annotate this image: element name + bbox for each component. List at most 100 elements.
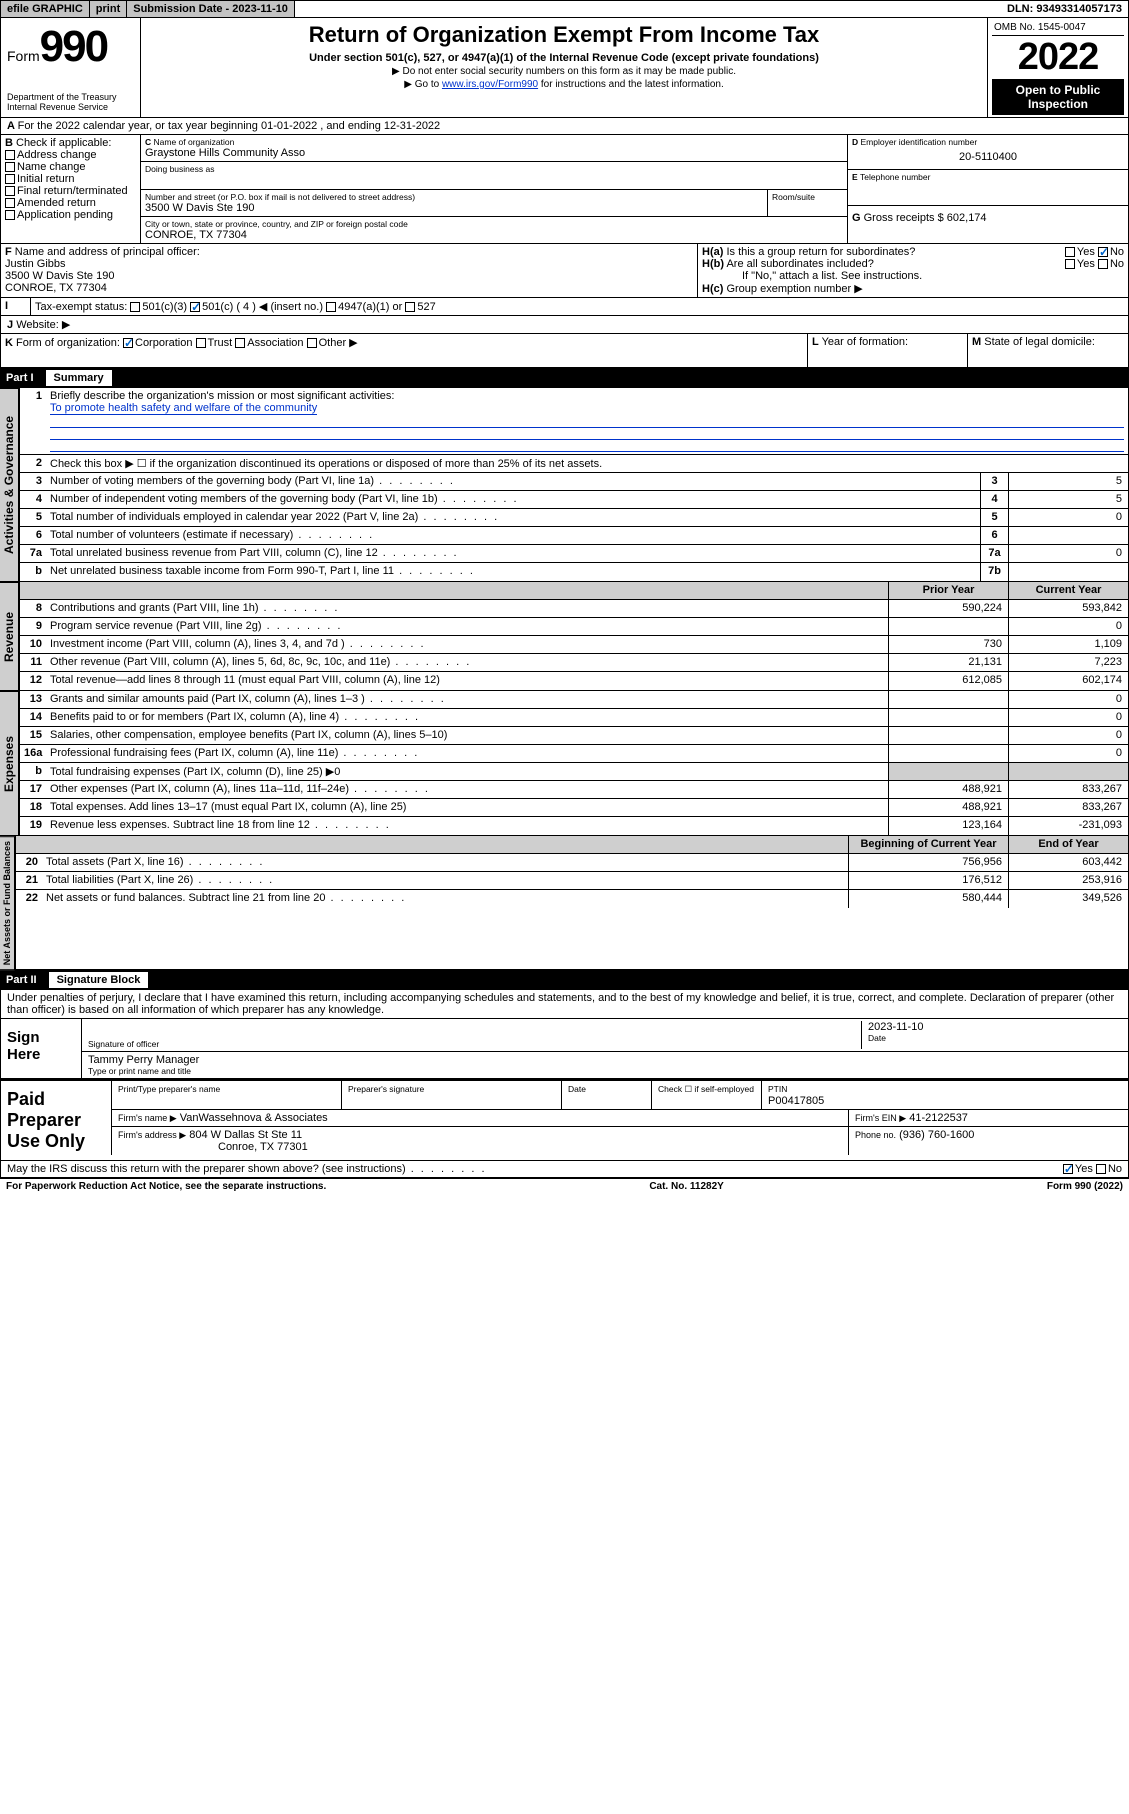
part1-title: Summary [46,370,112,386]
i-o2: 501(c) ( 4 ) ◀ (insert no.) [202,301,323,313]
p10: 730 [888,636,1008,653]
opt-initial-return[interactable]: Initial return [5,173,136,185]
c16a: 0 [1008,745,1128,762]
opt-name-change[interactable]: Name change [5,161,136,173]
opt-address-change[interactable]: Address change [5,149,136,161]
net-assets-block: Net Assets or Fund Balances Beginning of… [0,836,1129,970]
c12: 602,174 [1008,672,1128,690]
ptin-label: PTIN [768,1084,787,1094]
opt-application-pending[interactable]: Application pending [5,209,136,221]
side-nab: Net Assets or Fund Balances [0,836,15,970]
l8: Contributions and grants (Part VIII, lin… [46,600,888,617]
i-501c[interactable] [190,302,200,312]
form-title: Return of Organization Exempt From Incom… [147,22,981,48]
discuss-no[interactable] [1096,1164,1106,1174]
form-header: Form990 Department of the Treasury Inter… [0,18,1129,118]
l3: Number of voting members of the governin… [46,473,980,490]
l18: Total expenses. Add lines 13–17 (must eq… [46,799,888,816]
k-o3: Association [247,337,303,349]
discuss-row: May the IRS discuss this return with the… [0,1161,1129,1178]
ha-yes[interactable] [1065,247,1075,257]
officer-addr2: CONROE, TX 77304 [5,282,693,294]
p14 [888,709,1008,726]
dln: DLN: 93493314057173 [1001,1,1128,17]
v5: 0 [1008,509,1128,526]
prep-selfemp: Check ☐ if self-employed [658,1084,754,1094]
org-address: 3500 W Davis Ste 190 [145,202,763,214]
e-label: E Telephone number [852,172,1124,182]
l22: Net assets or fund balances. Subtract li… [42,890,848,908]
activities-governance: Activities & Governance 1 Briefly descri… [0,388,1129,582]
gross-receipts-label: Gross receipts $ [864,212,944,224]
l-label: Year of formation: [822,336,908,348]
c18: 833,267 [1008,799,1128,816]
firm-phone-label: Phone no. [855,1130,896,1140]
j-label: Website: ▶ [16,319,70,331]
opt-amended-return[interactable]: Amended return [5,197,136,209]
instructions-link[interactable]: www.irs.gov/Form990 [442,79,538,90]
k-other[interactable] [307,338,317,348]
opt-final-return[interactable]: Final return/terminated [5,185,136,197]
c14: 0 [1008,709,1128,726]
ein-lbl2: Firm's EIN ▶ [855,1113,906,1123]
l20: Total assets (Part X, line 16) [42,854,848,871]
hb-no-lbl: No [1110,258,1124,270]
officer-name-title: Tammy Perry Manager [88,1054,1122,1066]
open-public-inspection: Open to Public Inspection [992,79,1124,115]
k-corp[interactable] [123,338,133,348]
hdr-prior: Prior Year [888,582,1008,599]
firm-label: Firm's name ▶ [118,1113,177,1123]
discuss-yes[interactable] [1063,1164,1073,1174]
part2-bar: Part II Signature Block [0,970,1129,990]
i-o4: 527 [417,301,435,313]
i-4947[interactable] [326,302,336,312]
k-assoc[interactable] [235,338,245,348]
prep-title: Paid Preparer Use Only [1,1081,111,1160]
org-name: Graystone Hills Community Asso [145,147,843,159]
i-527[interactable] [405,302,415,312]
page-footer: For Paperwork Reduction Act Notice, see … [0,1178,1129,1194]
ha-no-lbl: No [1110,246,1124,258]
h-ifno: If "No," attach a list. See instructions… [702,270,1124,282]
p20: 756,956 [848,854,1008,871]
ein-value: 20-5110400 [852,147,1124,167]
l6: Total number of volunteers (estimate if … [46,527,980,544]
print-button[interactable]: print [90,1,127,17]
side-exp: Expenses [0,691,19,836]
hb-no[interactable] [1098,259,1108,269]
ha-no[interactable] [1098,247,1108,257]
i-501c3[interactable] [130,302,140,312]
hb-yes[interactable] [1065,259,1075,269]
efile-label: efile GRAPHIC [1,1,90,17]
m-label: State of legal domicile: [984,336,1095,348]
p11: 21,131 [888,654,1008,671]
c17: 833,267 [1008,781,1128,798]
c21: 253,916 [1008,872,1128,889]
v4: 5 [1008,491,1128,508]
k-trust[interactable] [196,338,206,348]
p21: 176,512 [848,872,1008,889]
footer-mid: Cat. No. 11282Y [649,1181,723,1192]
form-subtitle: Under section 501(c), 527, or 4947(a)(1)… [147,52,981,64]
goto-post: for instructions and the latest informat… [538,79,724,90]
form-word: Form [7,48,40,64]
hc-text: Group exemption number ▶ [726,283,862,295]
irs-label: Internal Revenue Service [7,102,134,112]
i-label: Tax-exempt status: [35,301,127,313]
prep-h3: Date [568,1084,586,1094]
officer-label: Name and address of principal officer: [15,246,200,258]
p19: 123,164 [888,817,1008,835]
l11: Other revenue (Part VIII, column (A), li… [46,654,888,671]
l1-value: To promote health safety and welfare of … [50,402,317,415]
l17: Other expenses (Part IX, column (A), lin… [46,781,888,798]
ssn-warning: ▶ Do not enter social security numbers o… [147,66,981,77]
signature-block: Sign Here Signature of officer 2023-11-1… [0,1019,1129,1079]
c-name-label: Name of organization [154,137,235,147]
l2: Check this box ▶ ☐ if the organization d… [46,455,1128,472]
p16a [888,745,1008,762]
hdr-beg: Beginning of Current Year [848,836,1008,853]
p13 [888,691,1008,708]
b-label: B Check if applicable: [5,137,136,149]
sig-officer-label: Signature of officer [88,1039,861,1049]
c11: 7,223 [1008,654,1128,671]
